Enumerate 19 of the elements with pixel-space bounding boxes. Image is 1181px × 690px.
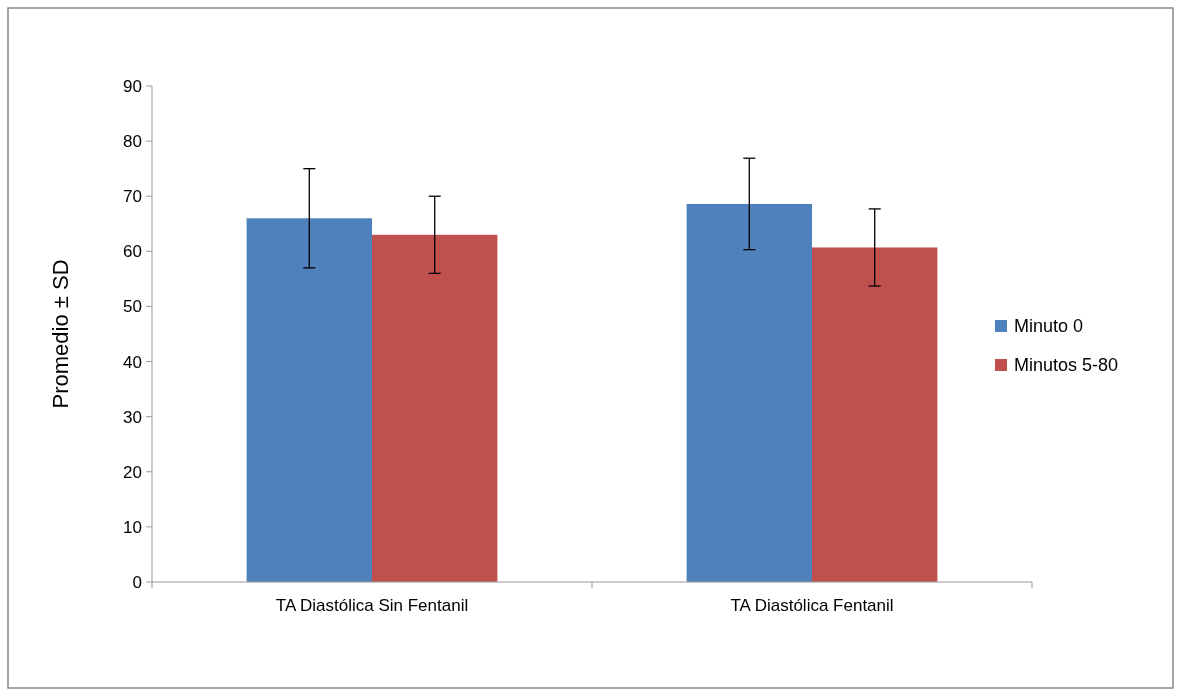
legend-label: Minuto 0 bbox=[1014, 316, 1084, 337]
y-tick-label: 80 bbox=[123, 132, 142, 152]
bar bbox=[246, 218, 372, 582]
bar bbox=[812, 247, 938, 582]
y-tick-label: 20 bbox=[123, 462, 142, 482]
x-tick-label: TA Diastólica Sin Fentanil bbox=[275, 596, 469, 615]
y-tick-label: 90 bbox=[123, 76, 142, 96]
x-tick-label: TA Diastólica Fentanil bbox=[730, 596, 894, 615]
y-tick-label: 70 bbox=[123, 187, 142, 207]
y-tick-label: 60 bbox=[123, 242, 142, 262]
y-tick-label: 30 bbox=[123, 407, 142, 427]
y-tick-label: 40 bbox=[123, 352, 142, 372]
bar bbox=[686, 203, 812, 582]
y-tick-label: 0 bbox=[132, 572, 142, 592]
legend-label: Minutos 5-80 bbox=[1014, 355, 1119, 376]
y-tick-label: 50 bbox=[123, 297, 142, 317]
bar bbox=[372, 234, 498, 582]
y-axis-title: Promedio ± SD bbox=[48, 259, 73, 409]
y-tick-label: 10 bbox=[123, 517, 142, 537]
